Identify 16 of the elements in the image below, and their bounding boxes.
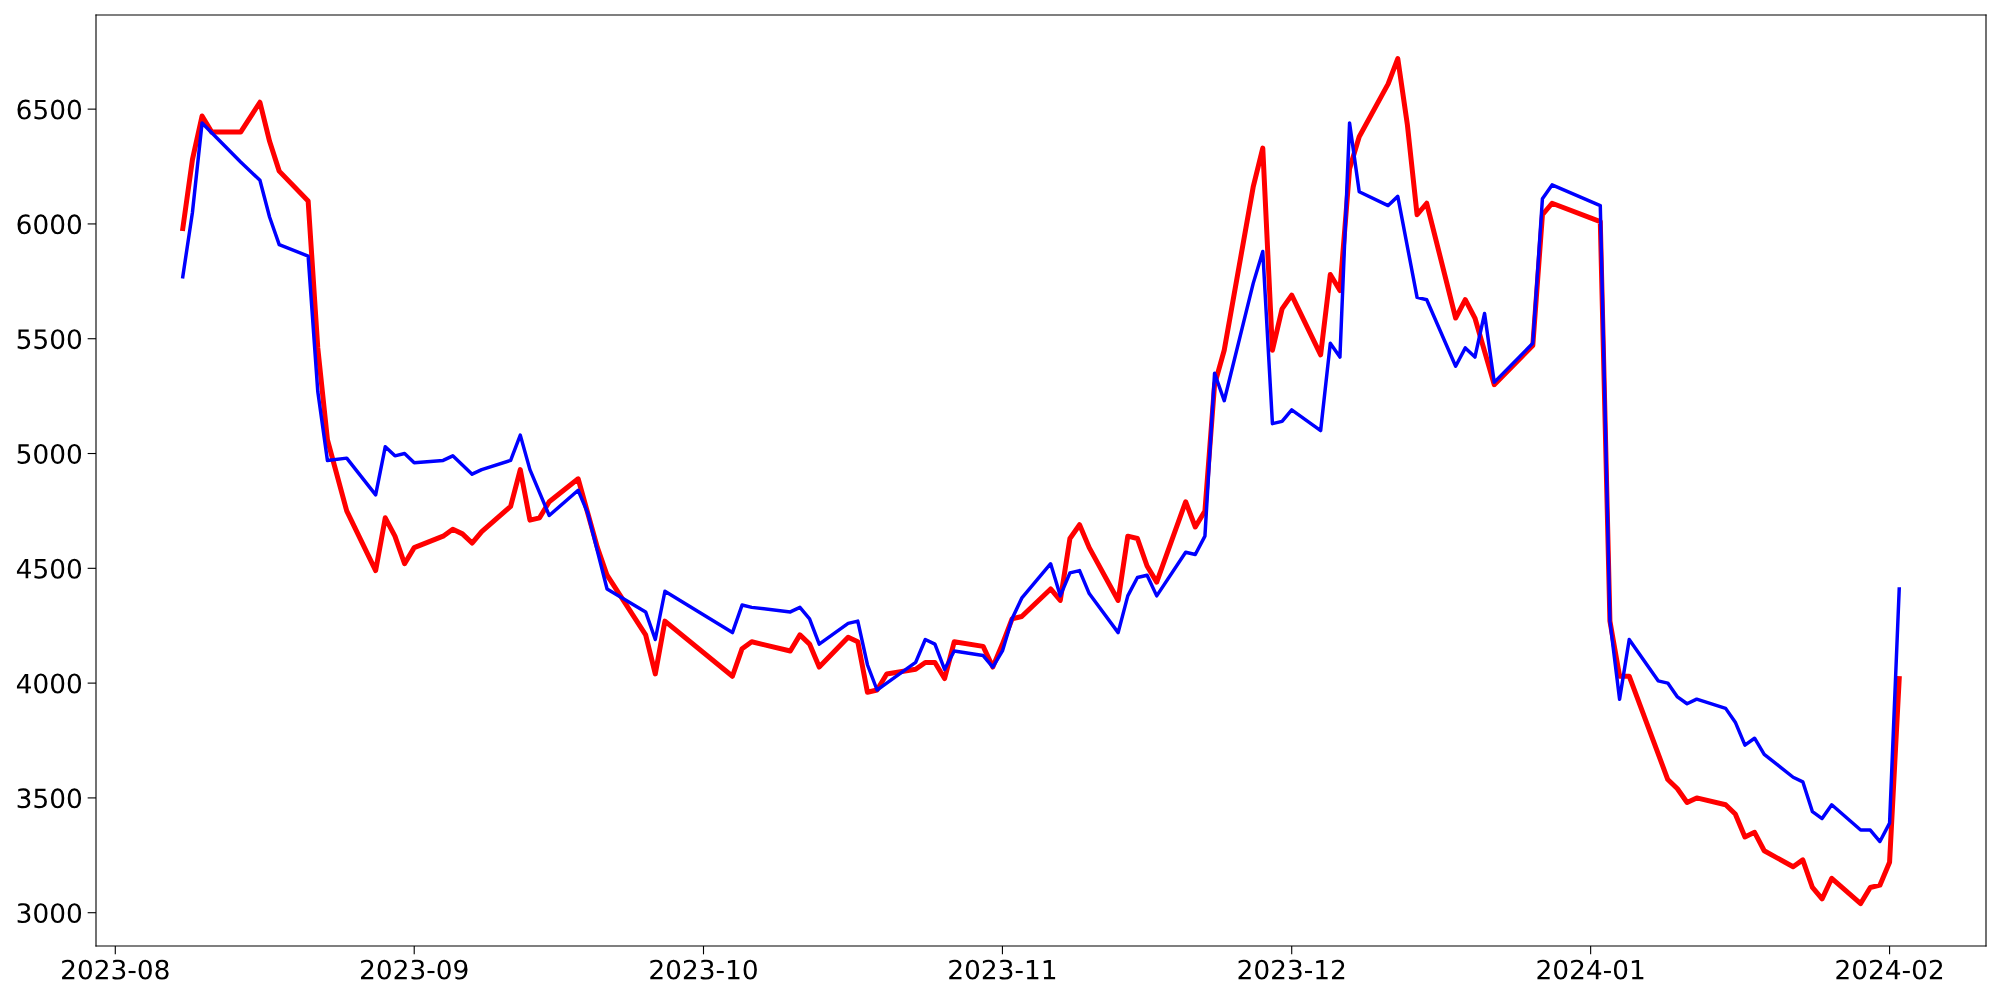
y-tick-label: 6500 bbox=[17, 99, 82, 120]
y-tick-label: 5000 bbox=[17, 443, 82, 464]
x-tick-label: 2024-01 bbox=[1537, 959, 1644, 980]
x-tick-label: 2023-11 bbox=[949, 959, 1056, 980]
y-tick-label: 4500 bbox=[16, 558, 82, 579]
x-tick-label: 2023-09 bbox=[361, 959, 468, 980]
y-tick-label: 5500 bbox=[17, 329, 82, 350]
line-series bbox=[181, 121, 1901, 844]
y-tick-label: 4000 bbox=[16, 673, 82, 694]
x-tick-label: 2023-08 bbox=[62, 959, 169, 980]
x-tick-label: 2023-12 bbox=[1238, 959, 1345, 980]
x-tick-label: 2023-10 bbox=[650, 959, 757, 980]
y-tick-label: 3500 bbox=[17, 788, 82, 809]
x-tick-label: 2024-02 bbox=[1836, 959, 1943, 980]
y-tick-label: 3000 bbox=[17, 903, 82, 924]
y-tick-label: 6000 bbox=[17, 214, 82, 235]
